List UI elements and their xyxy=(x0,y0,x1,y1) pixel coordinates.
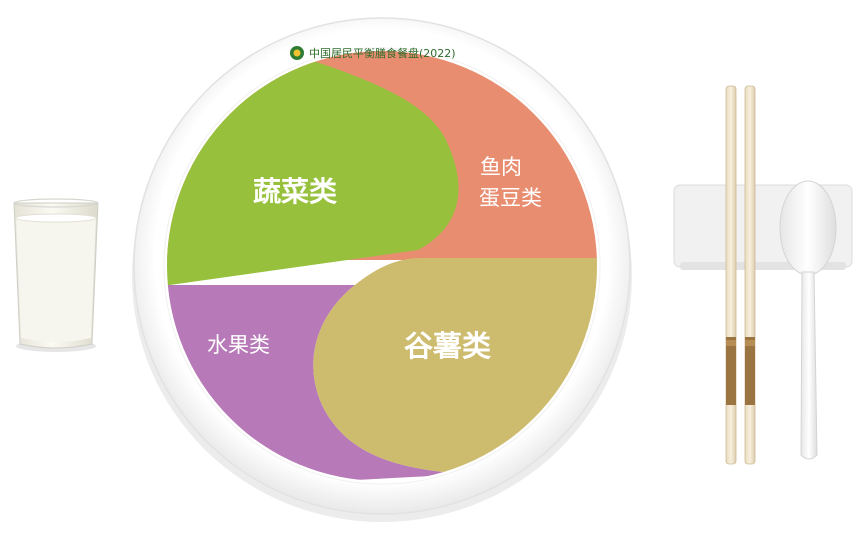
plate-title: 中国居民平衡膳食餐盘(2022) xyxy=(309,46,456,60)
grains-tubers-label: 谷薯类 xyxy=(404,329,491,363)
spoon-icon xyxy=(779,180,837,460)
chopsticks-icon xyxy=(725,85,756,465)
meat-eggs-beans-label-line1: 鱼肉 xyxy=(480,155,522,179)
plate-logo-icon xyxy=(290,46,304,60)
fruit-label: 水果类 xyxy=(207,333,270,357)
milk-glass-icon xyxy=(13,198,99,352)
vegetables-label: 蔬菜类 xyxy=(253,175,337,208)
meat-eggs-beans-label-line2: 蛋豆类 xyxy=(479,186,542,210)
